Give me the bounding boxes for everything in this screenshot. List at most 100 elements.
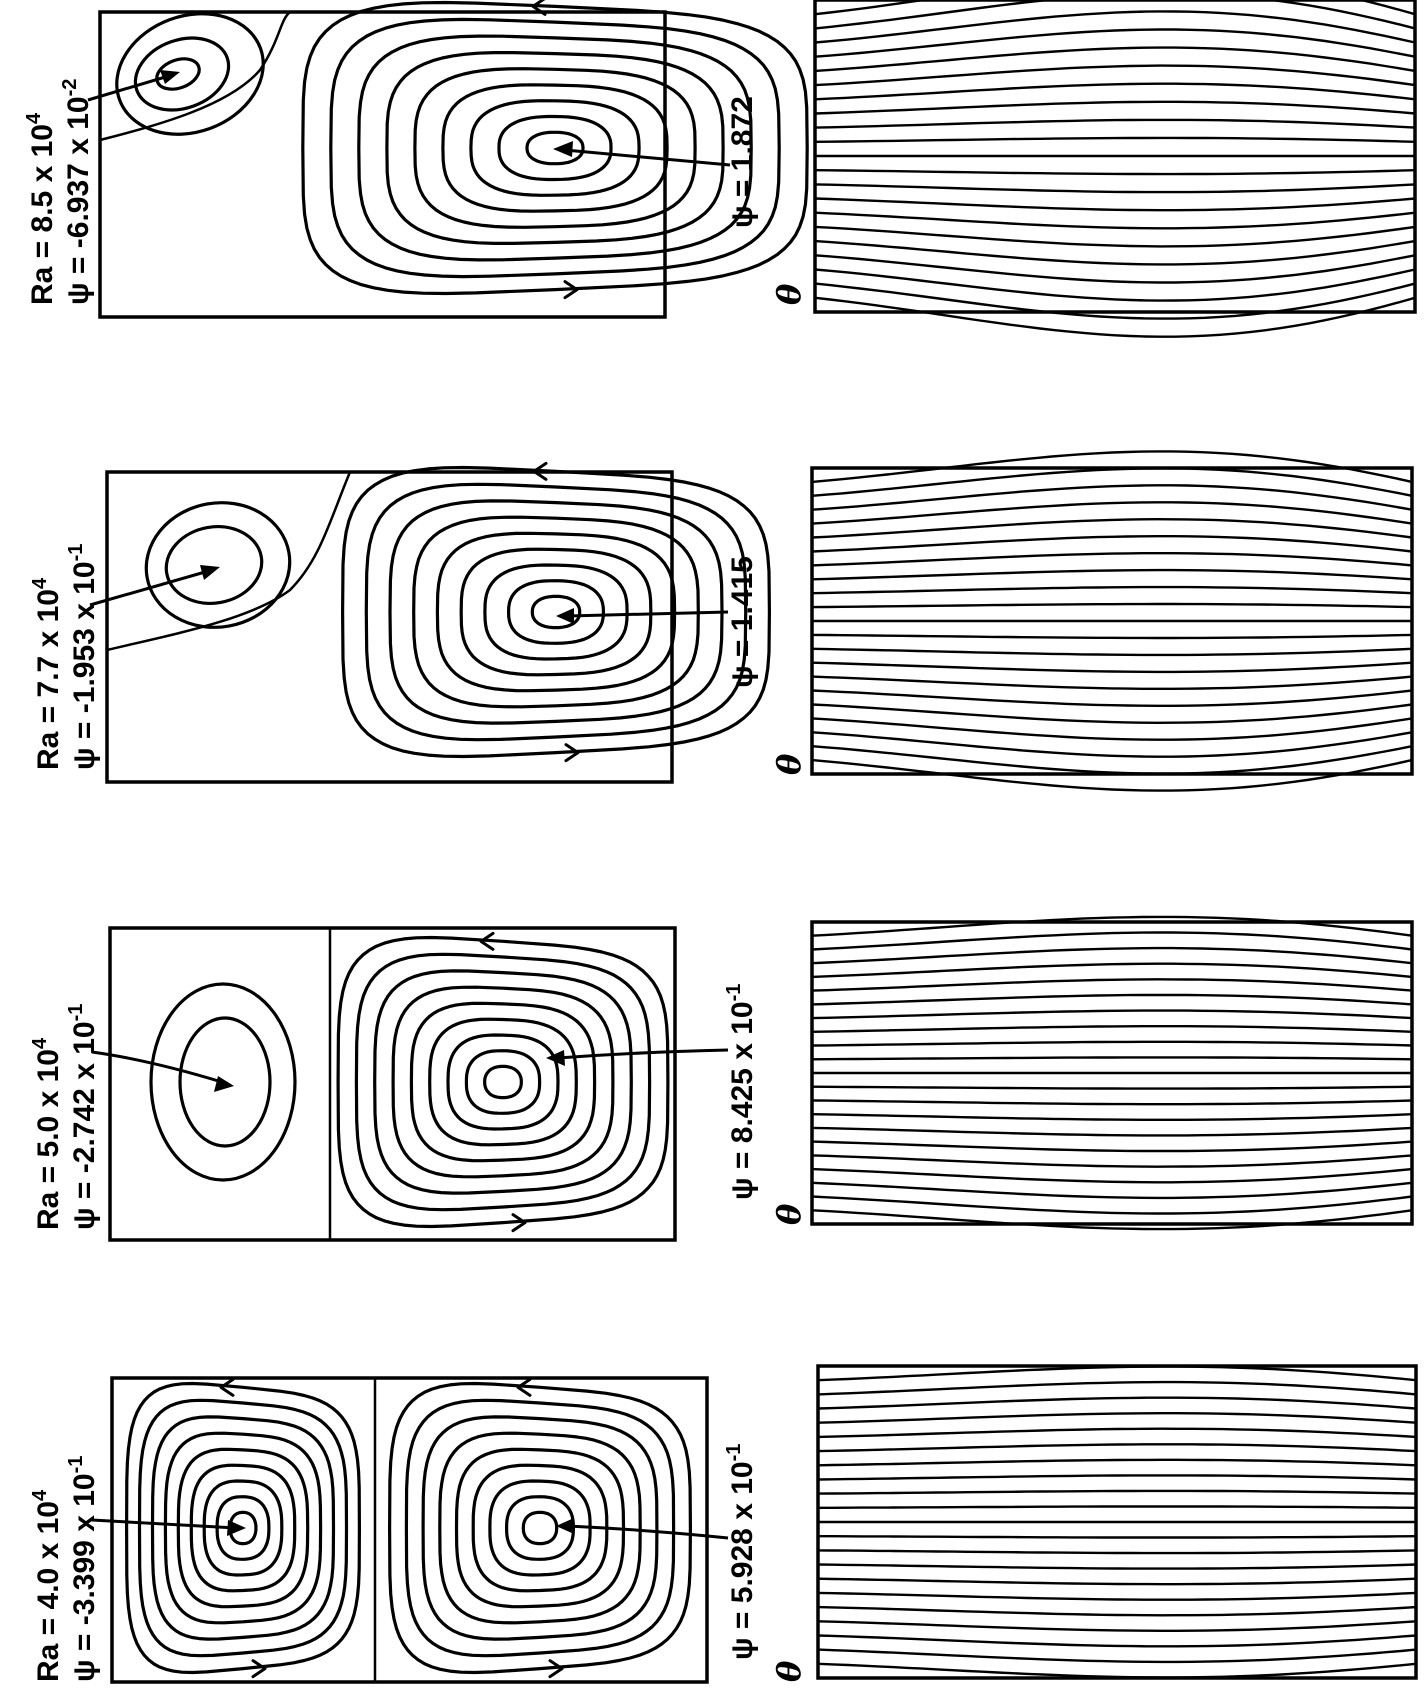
rayleigh-label: Ra = 8.5 x 104: [23, 112, 59, 305]
isotherm-line: [810, 993, 1414, 1006]
psi-min-label: ψ = -3.399 x 10-1: [65, 1456, 101, 1682]
streamline-plot: [301, 0, 809, 300]
isotherm-line: [810, 703, 1414, 725]
isotherm-line: [813, 169, 1417, 176]
flow-direction-chevron: [251, 1659, 267, 1679]
isotherm-line: [816, 1535, 1418, 1539]
isotherm-line: [810, 633, 1414, 640]
psi-min-label: ψ = -6.937 x 10-2: [59, 79, 95, 305]
streamline-plot: [336, 931, 670, 1233]
isotherm-plot: [810, 915, 1414, 1231]
streamline: [189, 1463, 297, 1593]
pointer-line: [87, 73, 173, 102]
isotherm-line: [810, 552, 1414, 567]
isotherm-line: [816, 1474, 1418, 1481]
secondary-streamline: [144, 501, 292, 629]
isotherm-plot: [813, 0, 1417, 338]
flow-direction-chevron: [479, 931, 495, 951]
isotherm-line: [816, 1620, 1418, 1632]
isotherm-line: [816, 1591, 1418, 1601]
isotherm-line: [816, 1489, 1418, 1495]
isotherm-line: [810, 1195, 1414, 1215]
flow-direction-chevron: [563, 280, 579, 300]
streamline: [404, 1398, 676, 1658]
isotherm-line: [810, 1040, 1414, 1047]
streamline: [421, 1415, 659, 1641]
panel-ra-8-5e4: [98, 0, 1417, 319]
pointer-line: [564, 148, 731, 167]
streamline: [409, 1001, 597, 1163]
isotherm-line: [816, 1458, 1418, 1467]
streamline: [413, 67, 697, 229]
pointer-line: [567, 610, 729, 618]
flow-direction-chevron: [516, 1377, 532, 1397]
isotherm-line: [813, 296, 1417, 338]
streamline: [507, 579, 605, 645]
streamline: [471, 1463, 609, 1593]
isotherm-line: [816, 1396, 1418, 1410]
rayleigh-label: Ra = 5.0 x 104: [29, 1037, 65, 1230]
panel-ra-5-0e4: [108, 920, 1414, 1242]
isotherm-line: [810, 1209, 1414, 1231]
isotherm-line: [816, 1563, 1418, 1570]
cell-separator: [106, 471, 352, 652]
secondary-cell: [149, 982, 297, 1182]
streamline-plot: [388, 1377, 692, 1679]
isotherm-line: [810, 585, 1414, 595]
isotherm-line: [813, 239, 1417, 266]
streamline: [483, 1064, 523, 1100]
isotherm-line: [813, 118, 1417, 129]
theta-label: θ: [770, 1203, 808, 1225]
isotherm-line: [810, 1025, 1414, 1033]
streamline: [202, 1479, 284, 1577]
streamline: [469, 99, 641, 197]
secondary-streamline: [115, 12, 265, 136]
isotherm-line: [810, 1167, 1414, 1184]
streamline: [301, 0, 809, 296]
streamline: [521, 1510, 559, 1546]
isotherm-line: [810, 647, 1414, 657]
flow-direction-chevron: [219, 1377, 235, 1397]
isotherm-line: [810, 484, 1414, 511]
pointer-line: [557, 1048, 729, 1060]
streamline: [391, 985, 615, 1179]
isotherm-line: [813, 0, 1417, 16]
rayleigh-label: Ra = 4.0 x 104: [29, 1489, 65, 1682]
isotherm-line: [810, 1099, 1414, 1106]
isotherm-line: [813, 282, 1417, 320]
secondary-cell: [115, 12, 265, 136]
isotherm-line: [810, 661, 1414, 674]
streamline: [176, 1447, 310, 1609]
flow-direction-chevron: [564, 743, 580, 763]
streamline: [385, 51, 725, 245]
isotherm-line: [810, 931, 1414, 951]
arrowhead: [556, 608, 574, 624]
streamline: [454, 1447, 626, 1609]
isotherm-line: [810, 731, 1414, 758]
streamline-frame: [108, 926, 677, 1242]
isotherm-line: [810, 602, 1414, 609]
isotherm-line: [810, 535, 1414, 553]
arrowhead: [214, 1076, 234, 1092]
arrowhead: [546, 1050, 565, 1066]
isotherm-line: [810, 450, 1414, 484]
isotherm-line: [813, 183, 1417, 194]
pointer-line: [89, 568, 213, 607]
isotherm-line: [816, 1427, 1418, 1439]
isotherm-line: [810, 467, 1414, 497]
isotherm-line: [813, 136, 1417, 143]
streamline: [336, 935, 670, 1229]
isotherm-line: [816, 1380, 1418, 1396]
streamline: [438, 1431, 642, 1625]
isotherm-line: [813, 0, 1417, 30]
streamline: [329, 17, 781, 279]
isotherm-line: [813, 28, 1417, 58]
pointer-arrows: [87, 70, 731, 1540]
streamline: [412, 515, 700, 709]
isotherm-plot: [810, 450, 1414, 792]
arrowhead: [200, 565, 220, 580]
isotherm-plot: [816, 1365, 1418, 1679]
streamline: [488, 1479, 592, 1577]
secondary-streamline: [149, 982, 297, 1182]
